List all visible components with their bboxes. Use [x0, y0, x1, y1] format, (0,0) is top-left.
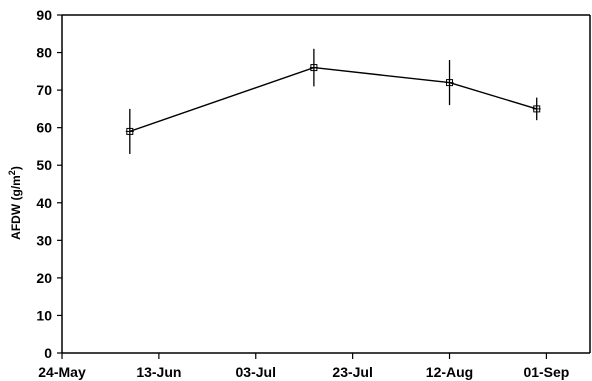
x-tick-label: 12-Aug — [426, 364, 473, 380]
x-axis-ticks: 24-May 13-Jun 03-Jul 23-Jul 12-Aug 01-Sep — [38, 353, 569, 380]
x-tick-label: 24-May — [38, 364, 86, 380]
y-tick-label: 80 — [36, 45, 52, 61]
x-tick-label: 03-Jul — [236, 364, 276, 380]
x-tick-label: 23-Jul — [332, 364, 372, 380]
y-tick-label: 70 — [36, 82, 52, 98]
y-tick-label: 30 — [36, 232, 52, 248]
series-layer — [125, 48, 541, 154]
y-tick-label: 90 — [36, 7, 52, 23]
y-tick-label: 40 — [36, 195, 52, 211]
y-tick-label: 0 — [44, 345, 52, 361]
y-tick-label: 60 — [36, 120, 52, 136]
x-tick-label: 01-Sep — [523, 364, 569, 380]
x-tick-label: 13-Jun — [136, 364, 181, 380]
series-line — [129, 66, 537, 133]
y-axis-ticks: 0 10 20 30 40 50 60 70 80 90 — [36, 7, 62, 361]
y-tick-label: 20 — [36, 270, 52, 286]
plot-frame — [61, 14, 591, 354]
y-axis-title: AFDW (g/m2) — [7, 166, 23, 240]
y-tick-label: 50 — [36, 157, 52, 173]
y-tick-label: 10 — [36, 307, 52, 323]
